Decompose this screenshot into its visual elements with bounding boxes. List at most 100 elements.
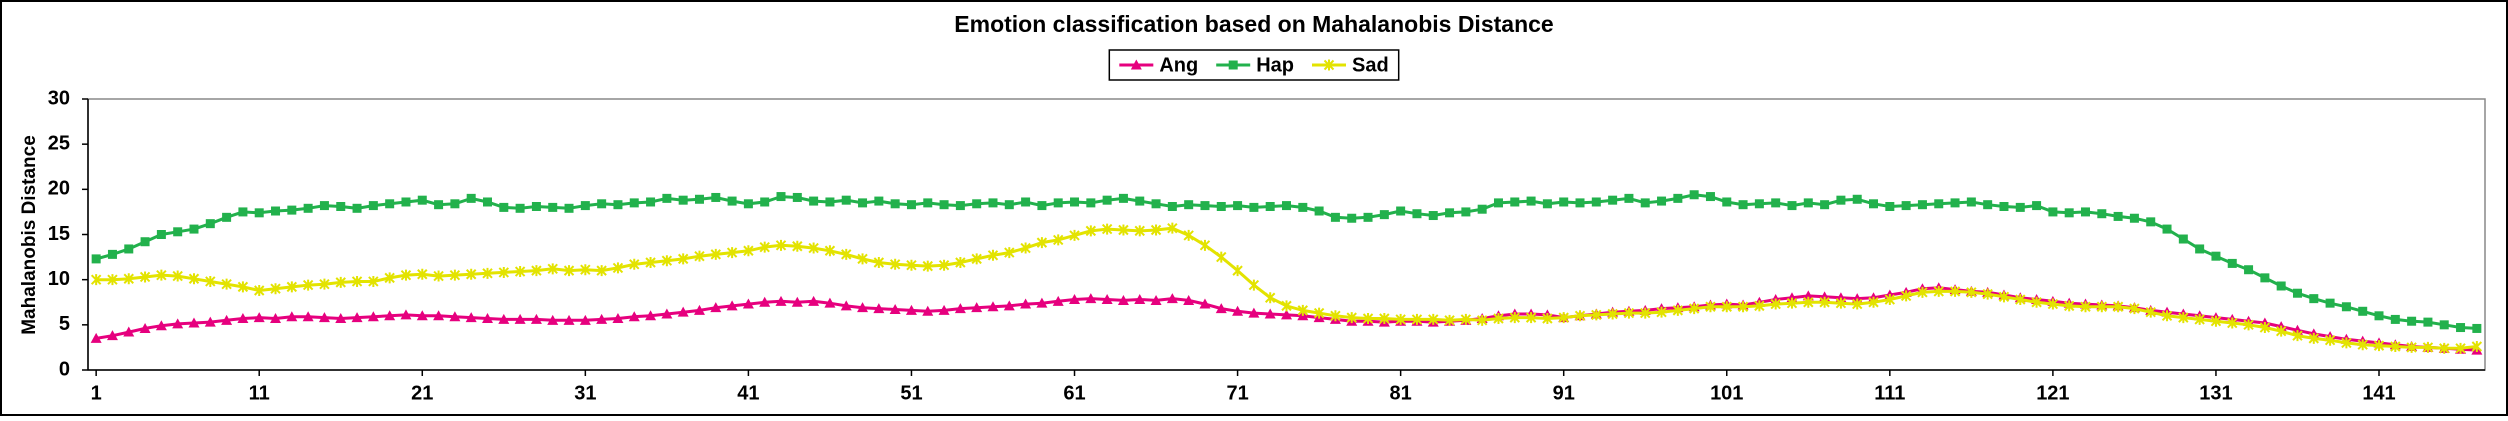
marker xyxy=(1330,310,1341,322)
marker xyxy=(1134,225,1145,237)
marker xyxy=(2227,258,2237,268)
marker xyxy=(205,275,216,287)
marker xyxy=(1346,312,1357,324)
marker xyxy=(1885,201,1895,211)
marker xyxy=(2048,207,2058,217)
marker xyxy=(1298,202,1308,212)
marker xyxy=(2259,322,2271,334)
marker xyxy=(2439,342,2450,354)
marker xyxy=(1949,285,1961,297)
y-tick-label: 0 xyxy=(59,358,70,380)
marker xyxy=(857,253,868,265)
marker xyxy=(1052,295,1064,306)
marker xyxy=(401,197,411,207)
marker xyxy=(1134,294,1146,305)
x-tick-label: 31 xyxy=(574,382,596,404)
marker xyxy=(2244,265,2254,275)
marker xyxy=(385,199,395,209)
y-axis-title: Mahalanobis Distance xyxy=(19,135,40,335)
marker xyxy=(1003,300,1015,311)
x-tick-label: 101 xyxy=(1710,382,1743,404)
marker xyxy=(1688,303,1700,315)
marker xyxy=(271,206,281,216)
marker xyxy=(2422,341,2434,353)
marker xyxy=(1460,313,1472,325)
marker xyxy=(563,265,575,277)
marker xyxy=(906,259,917,271)
marker xyxy=(1526,196,1536,206)
marker xyxy=(270,313,282,324)
marker xyxy=(1233,201,1243,211)
marker xyxy=(1542,313,1553,325)
marker xyxy=(1150,294,1162,305)
marker xyxy=(987,249,999,261)
marker xyxy=(824,245,836,257)
marker xyxy=(693,304,705,315)
marker xyxy=(2146,217,2156,227)
marker xyxy=(286,311,298,322)
marker xyxy=(2406,341,2417,353)
marker xyxy=(1264,292,1276,304)
marker xyxy=(2129,303,2140,315)
marker xyxy=(646,197,656,207)
marker xyxy=(498,266,510,278)
series xyxy=(91,190,2482,333)
marker xyxy=(2341,337,2352,349)
marker xyxy=(2325,298,2335,308)
marker xyxy=(1313,307,1325,319)
x-tick-label: 1 xyxy=(91,382,102,404)
marker xyxy=(1069,229,1080,241)
marker xyxy=(629,258,640,270)
marker xyxy=(662,193,672,203)
marker xyxy=(1264,308,1276,319)
marker xyxy=(189,224,199,234)
marker xyxy=(1983,200,1993,210)
marker xyxy=(776,192,786,202)
marker xyxy=(1216,201,1226,211)
marker xyxy=(1933,285,1944,297)
marker xyxy=(825,197,835,207)
marker xyxy=(531,201,541,211)
marker xyxy=(2390,341,2401,353)
marker xyxy=(1130,59,1142,70)
marker xyxy=(580,264,591,276)
marker xyxy=(1281,309,1292,320)
marker xyxy=(922,305,934,316)
marker xyxy=(2456,323,2466,333)
marker xyxy=(1200,201,1210,211)
marker xyxy=(661,308,673,319)
marker xyxy=(1705,301,1716,313)
marker xyxy=(742,298,754,309)
marker xyxy=(123,326,135,337)
marker xyxy=(515,203,525,213)
marker xyxy=(2373,340,2385,352)
marker xyxy=(1085,293,1097,304)
marker xyxy=(204,316,216,327)
marker xyxy=(140,237,150,247)
marker xyxy=(1118,193,1128,203)
marker xyxy=(1069,294,1081,305)
marker xyxy=(1444,314,1455,326)
marker xyxy=(270,283,281,295)
marker xyxy=(645,257,656,269)
legend-label: Ang xyxy=(1159,54,1198,76)
marker xyxy=(1574,310,1586,322)
marker xyxy=(434,200,444,210)
marker xyxy=(2472,323,2482,333)
marker xyxy=(857,302,869,313)
marker xyxy=(2292,330,2303,342)
marker xyxy=(1802,290,1814,301)
marker xyxy=(1917,286,1928,298)
marker xyxy=(1868,296,1879,308)
marker xyxy=(302,279,314,291)
marker xyxy=(2162,224,2172,234)
marker xyxy=(173,227,183,237)
marker xyxy=(1689,190,1699,200)
marker xyxy=(1004,200,1014,210)
marker xyxy=(1248,279,1260,291)
marker xyxy=(483,197,492,207)
marker xyxy=(1982,288,1993,300)
marker xyxy=(2063,300,2075,312)
marker xyxy=(351,275,363,287)
marker xyxy=(318,312,330,323)
